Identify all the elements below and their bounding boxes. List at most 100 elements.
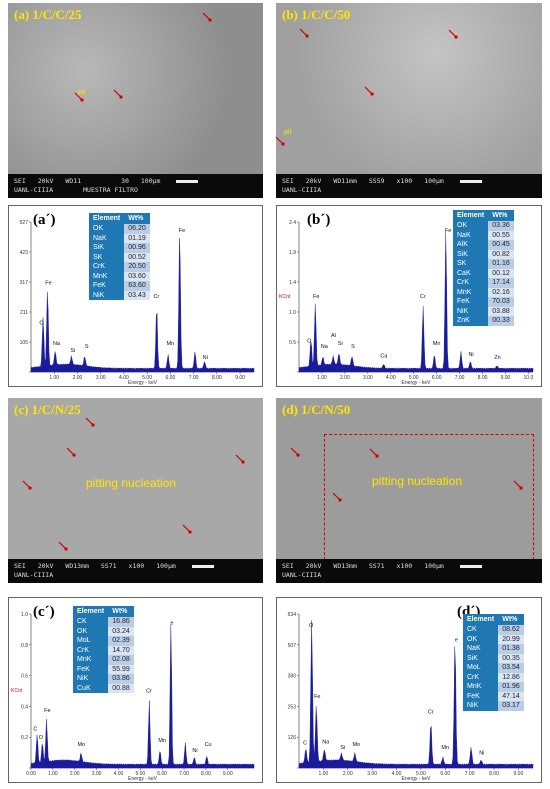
wt-cell: 00.33: [488, 316, 514, 326]
wt-cell: 00.96: [124, 243, 150, 253]
x-tick-label: 6.00: [440, 771, 450, 777]
composition-table: Element Wt% CK 16.86 OK 03.24 MoL 02.39 CrK 14.70…: [73, 606, 134, 693]
element-cell: ZnK: [453, 316, 489, 326]
spectrum-trace: [298, 231, 534, 373]
x-axis-label: Energy - keV: [128, 380, 158, 386]
x-tick-label: 3.00: [96, 375, 106, 381]
x-tick-label: 5.00: [416, 771, 426, 777]
x-tick-label: 2.00: [343, 771, 353, 777]
wt-cell: 17.14: [488, 278, 514, 288]
panel-label: (b) 1/C/C/50: [282, 7, 351, 22]
element-cell: FeK: [73, 664, 109, 674]
y-tick-label: 0.8: [21, 643, 28, 649]
wt-cell: 06.20: [124, 224, 150, 234]
sem-info-bar: SEI 20kV WD13mm SS71 x100 100µm UANL-CIIIA: [8, 559, 263, 583]
table-row: CrK 20.50: [89, 262, 150, 272]
peak-label: Fe: [44, 708, 50, 714]
y-axis-unit: KCnt: [11, 688, 23, 694]
table-row: MnK 02.16: [453, 287, 514, 297]
table-row: CK 16.86: [73, 617, 134, 627]
x-tick-label: 8.00: [478, 375, 488, 381]
x-tick-label: 2.00: [70, 771, 80, 777]
peak-label: Si: [340, 745, 345, 751]
peak-label: Al: [331, 333, 336, 339]
table-row: NaK 00.55: [453, 230, 514, 240]
peak-label: S: [85, 344, 89, 350]
x-tick-label: 3.00: [363, 375, 373, 381]
table-row: FeK 63.60: [89, 281, 150, 291]
peak-label: Zn: [494, 355, 500, 361]
table-row: CrK 14.70: [73, 645, 134, 655]
y-tick-label: 423: [20, 250, 29, 256]
wt-cell: 14.70: [108, 645, 134, 655]
x-tick-label: 2.00: [73, 375, 83, 381]
element-cell: CrK: [89, 262, 125, 272]
element-cell: CuK: [73, 683, 109, 693]
column-header: Wt%: [498, 614, 524, 625]
peak-label: e: [455, 637, 458, 643]
peak-label: Fe: [45, 280, 51, 286]
panel-label: (c) 1/C/N/25: [14, 402, 81, 417]
spectrum-trace: [30, 624, 255, 769]
pitting-nucleation-note: pitting nucleation: [372, 474, 463, 488]
peak-label: e: [170, 620, 173, 626]
table-row: SK 00.52: [89, 252, 150, 262]
peak-label: Si: [338, 341, 343, 347]
element-cell: CrK: [73, 645, 109, 655]
panel-label: (d) 1/C/N/50: [282, 402, 351, 417]
peak-label: Fe: [179, 228, 185, 234]
peak-label: Ni: [203, 355, 208, 361]
x-tick-label: 9.00: [514, 771, 524, 777]
x-tick-label: 5.00: [142, 375, 152, 381]
peak-label: Ca: [380, 354, 388, 360]
column-header: Element: [89, 213, 125, 224]
pitting-nucleation-note: pitting nucleation: [86, 476, 177, 490]
x-axis-label: Energy - keV: [402, 776, 432, 782]
table-row: OK 20.99: [463, 634, 524, 644]
wt-cell: 12.86: [498, 672, 524, 682]
x-tick-label: 3.00: [92, 771, 102, 777]
element-cell: NaK: [453, 230, 489, 240]
peak-label: C: [33, 727, 37, 733]
peak-label: Cr: [428, 710, 434, 716]
panel-tag: (c´): [33, 604, 55, 620]
element-cell: SK: [89, 252, 125, 262]
y-tick-label: 507: [288, 643, 297, 649]
wt-cell: 00.45: [488, 240, 514, 250]
sem-info-bar: SEI 20kV WD11mm SS59 x100 100µm UANL-CIIIA: [276, 174, 542, 198]
micrograph-image: [276, 3, 542, 174]
y-tick-label: 0.5: [289, 340, 296, 346]
element-cell: AlK: [453, 240, 489, 250]
x-tick-label: 8.00: [201, 771, 211, 777]
y-tick-label: 2.4: [289, 220, 296, 226]
x-tick-label: 6.00: [432, 375, 442, 381]
peak-label: Mn: [433, 341, 441, 347]
x-tick-label: 7.00: [465, 771, 475, 777]
element-cell: OK: [73, 626, 109, 636]
pit-note: pit: [78, 89, 86, 96]
table-row: SiK 00.96: [89, 243, 150, 253]
column-header: Element: [453, 210, 489, 221]
wt-cell: 03.60: [124, 271, 150, 281]
table-row: MnK 02.08: [73, 655, 134, 665]
element-cell: MnK: [453, 287, 489, 297]
x-tick-label: 7.00: [179, 771, 189, 777]
wt-cell: 01.19: [124, 233, 150, 243]
element-cell: SiK: [453, 249, 489, 259]
wt-cell: 02.08: [108, 655, 134, 665]
composition-table: Element Wt% OK 03.36 NaK 00.55 AlK 00.45 SiK 00.8…: [453, 210, 514, 326]
sem-info-bar: SEI 20kV WD11 30 100µm UANL-CIIIA MUESTRA FIL…: [8, 174, 263, 198]
x-tick-label: 6.00: [166, 375, 176, 381]
peak-label: Cr: [420, 294, 426, 300]
eds-spectrum-a: (a´) Element Wt% OK 06.20 NaK 01.19 SiK 00.96 SK…: [8, 205, 263, 387]
panel-tag: (a´): [33, 212, 56, 228]
wt-cell: 03.54: [498, 663, 524, 673]
table-header-row: Element Wt%: [453, 210, 514, 221]
panel-tag: (b´): [307, 212, 331, 228]
table-row: SK 01.16: [453, 259, 514, 269]
sem-panel-b: (b) 1/C/C/50 pit SEI 20kV WD11mm SS59 x100 10…: [276, 3, 542, 198]
peak-label: Mn: [167, 341, 175, 347]
wt-cell: 63.60: [124, 281, 150, 291]
wt-cell: 01.16: [488, 259, 514, 269]
x-tick-label: 7.00: [455, 375, 465, 381]
